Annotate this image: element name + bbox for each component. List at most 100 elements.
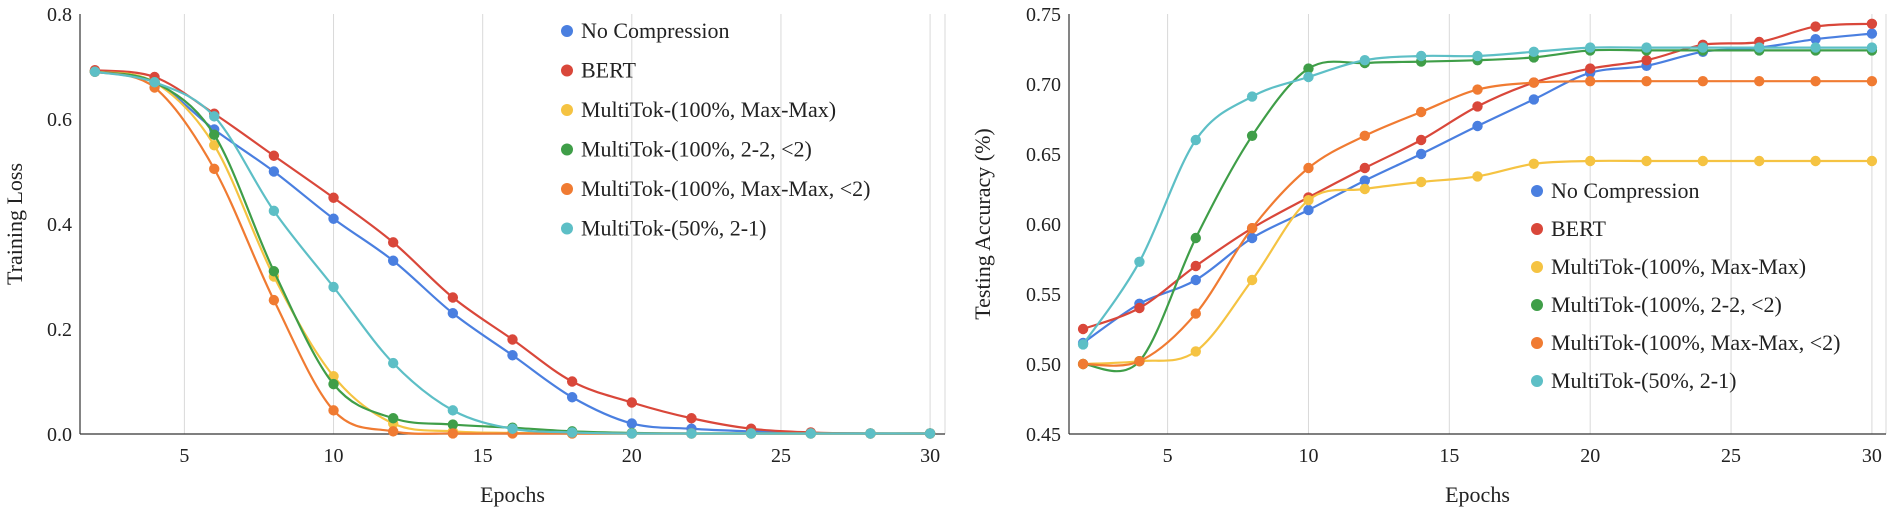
data-point: [1584, 42, 1596, 53]
series-line: [94, 70, 931, 435]
y-tick-label: 0.70: [1026, 74, 1061, 96]
data-point: [1641, 76, 1652, 87]
legend-label: MultiTok-(100%, Max-Max, <2): [1551, 330, 1841, 355]
y-tick-label: 0.75: [1026, 4, 1061, 26]
x-tick-label: 20: [622, 445, 642, 467]
x-tick-label: 20: [1580, 445, 1600, 467]
data-point: [1415, 134, 1427, 146]
data-point: [209, 163, 220, 175]
data-point: [387, 237, 399, 248]
data-point: [865, 428, 876, 439]
data-point: [1359, 183, 1371, 195]
y-axis-label: Training Loss: [2, 163, 27, 285]
y-tick-label: 0.2: [47, 319, 72, 341]
data-point: [1584, 76, 1596, 87]
data-point: [387, 357, 399, 369]
x-tick-label: 10: [1298, 445, 1318, 467]
legend-label: MultiTok-(100%, Max-Max, <2): [581, 176, 871, 201]
legend-marker: [561, 64, 573, 77]
data-point: [268, 150, 280, 161]
data-point: [328, 213, 339, 224]
data-point: [1359, 162, 1371, 174]
series-line: [94, 70, 931, 435]
legend-label: MultiTok-(100%, Max-Max): [1551, 254, 1806, 279]
legend: No Compression BERT MultiTok-(100%, Max-Ma…: [1531, 178, 1841, 393]
y-axis-label: Testing Accuracy (%): [970, 128, 995, 320]
data-point: [1246, 91, 1258, 102]
series-line: [94, 69, 931, 435]
data-point: [1866, 18, 1878, 29]
data-point: [924, 428, 936, 439]
data-point: [268, 294, 280, 306]
data-point: [1641, 55, 1652, 66]
legend-label: MultiTok-(100%, 2-2, <2): [581, 137, 812, 162]
data-point: [566, 392, 578, 403]
data-point: [1246, 274, 1258, 286]
legend: No Compression BERT MultiTok-(100%, Max-Ma…: [561, 18, 871, 241]
legend-marker: [561, 183, 573, 195]
data-point: [1810, 42, 1821, 53]
y-tick-label: 0.50: [1026, 354, 1061, 376]
y-tick-label: 0.8: [47, 4, 72, 26]
data-point: [1190, 346, 1201, 357]
data-point: [1134, 356, 1145, 367]
data-point: [1303, 162, 1314, 174]
data-point: [1641, 155, 1652, 167]
series-line: [1083, 159, 1872, 366]
data-point: [1303, 195, 1314, 206]
data-point: [1190, 308, 1201, 319]
legend-marker: [1531, 261, 1543, 273]
data-point: [1866, 42, 1878, 53]
data-point: [447, 419, 459, 430]
data-point: [328, 192, 339, 203]
legend-label: MultiTok-(100%, Max-Max): [581, 97, 836, 122]
series-line: [94, 70, 931, 435]
data-point: [686, 413, 697, 424]
data-point: [387, 413, 399, 424]
data-point: [89, 66, 101, 77]
data-point: [1866, 155, 1878, 167]
data-point: [1077, 358, 1089, 370]
data-point: [1190, 274, 1201, 286]
data-point: [1472, 101, 1483, 112]
data-point: [1697, 42, 1709, 53]
data-point: [1415, 176, 1427, 188]
legend-marker: [1531, 223, 1543, 235]
data-point: [1190, 134, 1201, 146]
data-point: [1134, 256, 1145, 267]
data-point: [1697, 76, 1709, 87]
data-point: [1528, 158, 1540, 169]
data-point: [149, 77, 160, 88]
legend-label: MultiTok-(50%, 2-1): [1551, 368, 1736, 393]
data-point: [1246, 232, 1258, 244]
data-point: [566, 376, 578, 387]
data-point: [387, 255, 399, 266]
y-tick-label: 0.65: [1026, 144, 1061, 166]
x-axis-label: Epochs: [1445, 482, 1510, 507]
series-line: [94, 70, 931, 435]
x-tick-label: 15: [473, 445, 493, 467]
legend-marker: [1531, 185, 1543, 197]
data-point: [626, 428, 638, 439]
data-point: [1528, 77, 1540, 88]
data-point: [1415, 50, 1427, 62]
data-point: [1359, 55, 1371, 66]
data-point: [268, 266, 280, 277]
y-tick-label: 0.60: [1026, 214, 1061, 236]
data-point: [507, 334, 518, 345]
x-tick-label: 10: [324, 445, 344, 467]
data-point: [1134, 302, 1145, 314]
x-tick-label: 30: [920, 445, 940, 467]
data-point: [209, 111, 220, 122]
x-tick-label: 25: [1721, 445, 1741, 467]
data-point: [1528, 46, 1540, 57]
y-tick-label: 0.55: [1026, 284, 1061, 306]
y-tick-label: 0.4: [47, 214, 72, 236]
data-point: [1077, 339, 1089, 350]
x-tick-label: 5: [1163, 445, 1173, 467]
legend-label: BERT: [1551, 216, 1606, 241]
data-point: [1866, 28, 1878, 39]
chart-panel-1: 5 10 15 20 25 30 0.0 0.2 0.4 0.6 0.8 Epochs Training…: [2, 4, 946, 507]
data-point: [626, 418, 638, 429]
data-point: [209, 129, 220, 140]
